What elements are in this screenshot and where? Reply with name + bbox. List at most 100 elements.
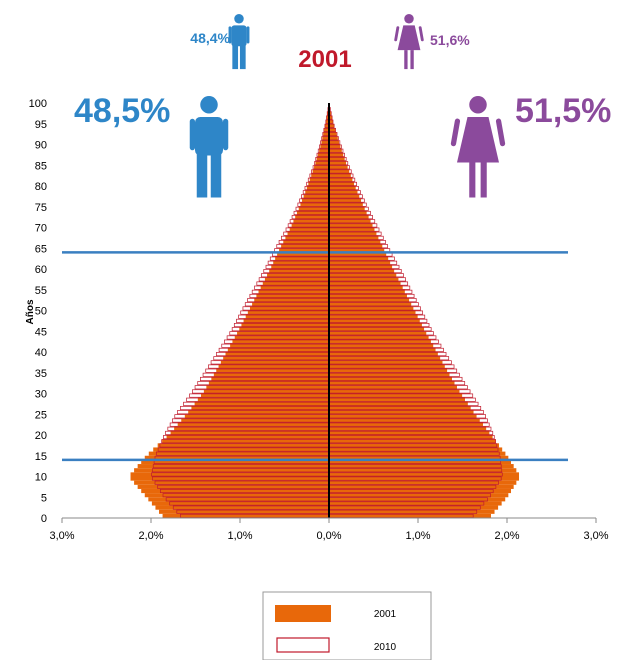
bar-2001-female (329, 173, 351, 178)
y-tick-label: 100 (29, 98, 47, 110)
bar-2001-female (329, 468, 517, 473)
bar-2001-female (329, 123, 335, 128)
bar-2001-female (329, 177, 353, 182)
bar-2001-male (130, 472, 329, 477)
bar-2001-female (329, 111, 332, 116)
bar-2001-male (256, 293, 329, 299)
bar-2001-male (317, 152, 329, 157)
bar-2001-male (314, 165, 329, 170)
bar-2001-male (144, 455, 329, 460)
bar-2001-male (239, 327, 329, 332)
legend-label-2010: 2010 (374, 642, 397, 653)
y-tick-label: 10 (35, 472, 47, 484)
bar-2001-male (273, 260, 329, 265)
bar-2001-female (329, 439, 496, 444)
bar-2001-male (247, 310, 329, 315)
bar-2001-male (148, 451, 329, 456)
bar-2001-male (319, 148, 329, 153)
legend-swatch-2001 (275, 605, 331, 622)
bar-2001-male (324, 123, 329, 128)
bar-2001-female (329, 293, 407, 299)
chart-title: 2001 (298, 46, 351, 73)
x-tick-label: 0,0% (316, 530, 341, 542)
bar-2001-male (216, 368, 329, 373)
bar-2001-male (206, 385, 329, 390)
bar-2001-male (311, 173, 329, 178)
bar-2001-male (269, 269, 329, 274)
y-tick-label: 20 (35, 430, 47, 442)
bar-2001-male (287, 231, 329, 236)
bar-2001-male (275, 256, 329, 261)
bar-2001-female (329, 194, 360, 199)
bar-2001-female (329, 447, 503, 452)
bar-2001-female (329, 252, 387, 257)
bar-2001-male (157, 443, 329, 448)
bar-2001-male (241, 322, 329, 328)
bar-2001-male (162, 439, 329, 444)
bar-2001-male (232, 339, 329, 344)
bar-2001-female (329, 509, 495, 514)
bar-2001-male (162, 513, 329, 518)
y-tick-label: 65 (35, 243, 47, 255)
bar-2001-female (329, 227, 375, 232)
bar-2001-female (329, 476, 520, 481)
bar-2001-female (329, 368, 448, 373)
y-tick-label: 70 (35, 223, 47, 235)
bar-2001-female (329, 127, 336, 133)
bar-2001-male (285, 235, 329, 240)
bar-2001-female (329, 198, 362, 203)
bar-2001-male (166, 435, 329, 440)
bar-2001-female (329, 376, 452, 382)
y-tick-label: 0 (41, 513, 47, 525)
y-tick-label: 50 (35, 306, 47, 318)
bar-2001-female (329, 140, 340, 145)
bar-2001-male (234, 335, 329, 340)
bar-2001-female (329, 206, 365, 211)
y-tick-label: 55 (35, 285, 47, 297)
legend: 2001 2010 (262, 591, 432, 660)
bar-2001-male (295, 215, 329, 220)
bar-2001-female (329, 389, 460, 394)
bar-2001-male (153, 447, 329, 452)
bar-2001-male (293, 219, 329, 224)
bar-2001-male (184, 414, 329, 419)
series-2001-bars (130, 103, 520, 518)
bar-2001-female (329, 165, 348, 170)
bar-2001-female (329, 289, 405, 294)
bar-2001-female (329, 356, 441, 361)
bar-2001-female (329, 115, 333, 120)
bar-2001-male (141, 459, 329, 465)
reference-lines (62, 251, 568, 462)
bar-2001-male (308, 181, 329, 186)
bar-2001-male (177, 422, 329, 427)
bar-2001-male (283, 239, 329, 245)
bar-2001-male (262, 281, 329, 286)
bar-2001-female (329, 248, 385, 253)
bar-2001-male (302, 198, 329, 203)
x-tick-label: 1,0% (227, 530, 252, 542)
bar-2001-male (300, 202, 329, 207)
bar-2001-male (279, 248, 329, 253)
bar-2001-female (329, 480, 517, 485)
bar-2001-female (329, 352, 438, 357)
bar-2001-male (155, 505, 329, 510)
bar-2001-male (225, 352, 329, 357)
y-tick-label: 45 (35, 326, 47, 338)
x-tick-label: 3,0% (583, 530, 608, 542)
bar-2001-male (148, 497, 329, 502)
bar-2001-male (208, 381, 329, 386)
bar-2001-male (249, 306, 329, 311)
bar-2001-male (141, 488, 329, 494)
bar-2001-male (271, 264, 329, 269)
bar-2001-female (329, 219, 371, 224)
legend-swatch-2010 (276, 637, 330, 653)
bar-2001-female (329, 435, 493, 440)
bar-2001-male (254, 298, 329, 303)
x-axis-ticks: 3,0% 2,0% 1,0% 0,0% 1,0% 2,0% 3,0% (49, 518, 609, 542)
bar-2001-female (329, 169, 350, 174)
bar-2001-male (223, 356, 329, 361)
y-tick-label: 30 (35, 389, 47, 401)
bar-2001-female (329, 314, 418, 319)
x-tick-label: 3,0% (49, 530, 74, 542)
bar-2001-female (329, 372, 450, 377)
